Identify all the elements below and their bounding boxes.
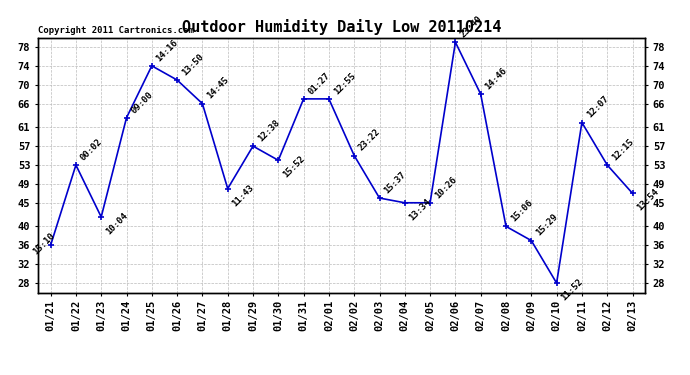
Text: 15:37: 15:37	[382, 170, 408, 195]
Text: 00:02: 00:02	[79, 137, 104, 162]
Text: 15:06: 15:06	[509, 198, 534, 223]
Text: 15:52: 15:52	[281, 154, 306, 180]
Text: 09:00: 09:00	[129, 90, 155, 115]
Text: 13:34: 13:34	[408, 197, 433, 222]
Title: Outdoor Humidity Daily Low 20110214: Outdoor Humidity Daily Low 20110214	[182, 19, 501, 35]
Text: Copyright 2011 Cartronics.com: Copyright 2011 Cartronics.com	[38, 26, 194, 35]
Text: 12:07: 12:07	[584, 94, 610, 120]
Text: 10:26: 10:26	[433, 175, 458, 200]
Text: 12:55: 12:55	[332, 71, 357, 96]
Text: 13:50: 13:50	[180, 52, 205, 77]
Text: 13:54: 13:54	[635, 188, 660, 213]
Text: 23:40: 23:40	[458, 14, 484, 39]
Text: 14:46: 14:46	[484, 66, 509, 92]
Text: 12:38: 12:38	[256, 118, 281, 143]
Text: 23:22: 23:22	[357, 128, 382, 153]
Text: 01:27: 01:27	[306, 71, 332, 96]
Text: 12:15: 12:15	[610, 137, 635, 162]
Text: 10:04: 10:04	[104, 211, 129, 236]
Text: 14:45: 14:45	[205, 75, 230, 101]
Text: 15:10: 15:10	[31, 231, 57, 256]
Text: 11:43: 11:43	[230, 183, 256, 208]
Text: 15:29: 15:29	[534, 212, 560, 238]
Text: 14:16: 14:16	[155, 38, 180, 63]
Text: 11:52: 11:52	[560, 277, 584, 303]
